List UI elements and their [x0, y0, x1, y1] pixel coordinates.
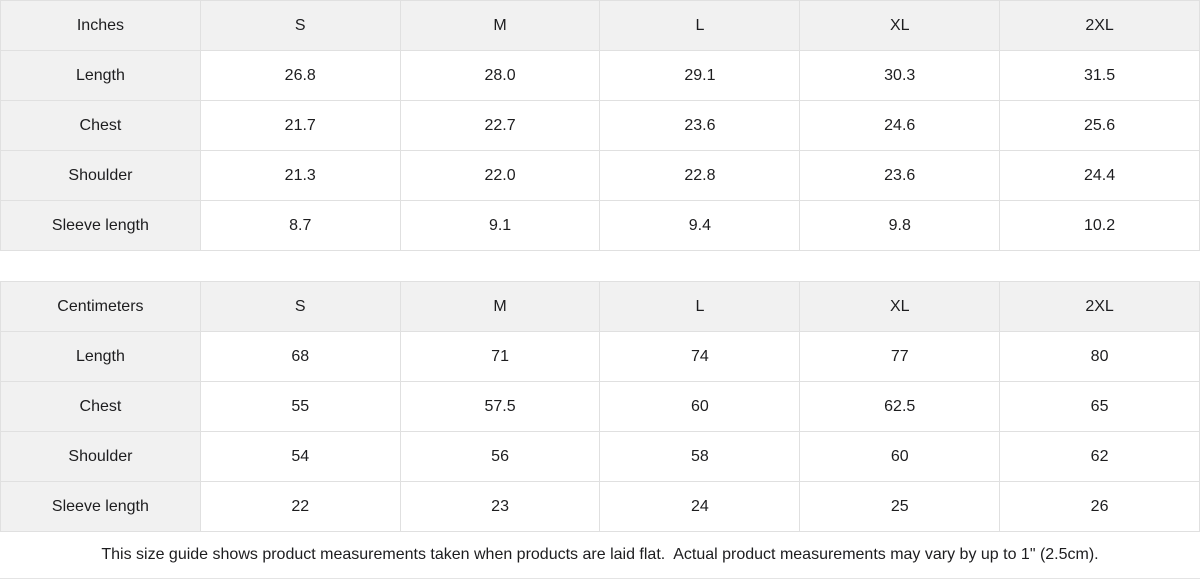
measurement-value-cell: 21.3: [199, 150, 401, 201]
measurement-value-cell: 60: [799, 431, 1001, 482]
measurement-label-cell: Length: [0, 331, 201, 382]
measurement-value-cell: 8.7: [199, 200, 401, 251]
measurement-value-cell: 10.2: [999, 200, 1200, 251]
table-row: Length 26.8 28.0 29.1 30.3 31.5: [0, 50, 1200, 101]
measurement-value-cell: 24.4: [999, 150, 1200, 201]
unit-header-cell: Centimeters: [0, 281, 201, 332]
measurement-label-cell: Sleeve length: [0, 481, 201, 532]
measurement-value-cell: 30.3: [799, 50, 1001, 101]
size-header-cell: S: [199, 0, 401, 51]
measurement-value-cell: 56: [399, 431, 601, 482]
measurement-value-cell: 23.6: [799, 150, 1001, 201]
size-header-cell: XL: [799, 281, 1001, 332]
table-row: Chest 55 57.5 60 62.5 65: [0, 381, 1200, 432]
measurement-label-cell: Chest: [0, 381, 201, 432]
measurement-value-cell: 58: [599, 431, 801, 482]
size-table-inches: Inches S M L XL 2XL Length 26.8 28.0 29.1 30.3 31.5…: [0, 0, 1200, 251]
table-spacer: [0, 251, 1200, 281]
unit-header-cell: Inches: [0, 0, 201, 51]
measurement-value-cell: 22: [199, 481, 401, 532]
measurement-value-cell: 77: [799, 331, 1001, 382]
size-header-cell: 2XL: [999, 281, 1200, 332]
measurement-value-cell: 62: [999, 431, 1200, 482]
measurement-value-cell: 57.5: [399, 381, 601, 432]
measurement-value-cell: 24: [599, 481, 801, 532]
measurement-value-cell: 28.0: [399, 50, 601, 101]
measurement-value-cell: 23.6: [599, 100, 801, 151]
measurement-value-cell: 55: [199, 381, 401, 432]
header-row: Inches S M L XL 2XL: [0, 0, 1200, 51]
size-header-cell: M: [399, 0, 601, 51]
measurement-value-cell: 21.7: [199, 100, 401, 151]
measurement-value-cell: 31.5: [999, 50, 1200, 101]
size-header-cell: M: [399, 281, 601, 332]
measurement-value-cell: 60: [599, 381, 801, 432]
table-row: Length 68 71 74 77 80: [0, 331, 1200, 382]
size-header-cell: 2XL: [999, 0, 1200, 51]
measurement-value-cell: 29.1: [599, 50, 801, 101]
measurement-value-cell: 9.4: [599, 200, 801, 251]
size-guide-note: This size guide shows product measuremen…: [0, 532, 1200, 579]
measurement-label-cell: Shoulder: [0, 431, 201, 482]
table-row: Shoulder 21.3 22.0 22.8 23.6 24.4: [0, 150, 1200, 201]
measurement-value-cell: 65: [999, 381, 1200, 432]
size-table-centimeters: Centimeters S M L XL 2XL Length 68 71 74 77 80 Chest…: [0, 281, 1200, 532]
table-row: Sleeve length 22 23 24 25 26: [0, 481, 1200, 532]
measurement-value-cell: 25: [799, 481, 1001, 532]
measurement-value-cell: 22.0: [399, 150, 601, 201]
measurement-value-cell: 26: [999, 481, 1200, 532]
table-row: Shoulder 54 56 58 60 62: [0, 431, 1200, 482]
measurement-value-cell: 68: [199, 331, 401, 382]
size-header-cell: XL: [799, 0, 1001, 51]
measurement-label-cell: Length: [0, 50, 201, 101]
measurement-label-cell: Sleeve length: [0, 200, 201, 251]
measurement-value-cell: 9.1: [399, 200, 601, 251]
measurement-value-cell: 23: [399, 481, 601, 532]
measurement-value-cell: 9.8: [799, 200, 1001, 251]
measurement-value-cell: 26.8: [199, 50, 401, 101]
table-row: Chest 21.7 22.7 23.6 24.6 25.6: [0, 100, 1200, 151]
measurement-value-cell: 74: [599, 331, 801, 382]
measurement-value-cell: 54: [199, 431, 401, 482]
header-row: Centimeters S M L XL 2XL: [0, 281, 1200, 332]
size-header-cell: L: [599, 281, 801, 332]
measurement-value-cell: 71: [399, 331, 601, 382]
measurement-value-cell: 24.6: [799, 100, 1001, 151]
size-header-cell: S: [199, 281, 401, 332]
table-row: Sleeve length 8.7 9.1 9.4 9.8 10.2: [0, 200, 1200, 251]
measurement-label-cell: Shoulder: [0, 150, 201, 201]
measurement-value-cell: 22.7: [399, 100, 601, 151]
measurement-label-cell: Chest: [0, 100, 201, 151]
measurement-value-cell: 80: [999, 331, 1200, 382]
measurement-value-cell: 25.6: [999, 100, 1200, 151]
measurement-value-cell: 22.8: [599, 150, 801, 201]
measurement-value-cell: 62.5: [799, 381, 1001, 432]
size-header-cell: L: [599, 0, 801, 51]
